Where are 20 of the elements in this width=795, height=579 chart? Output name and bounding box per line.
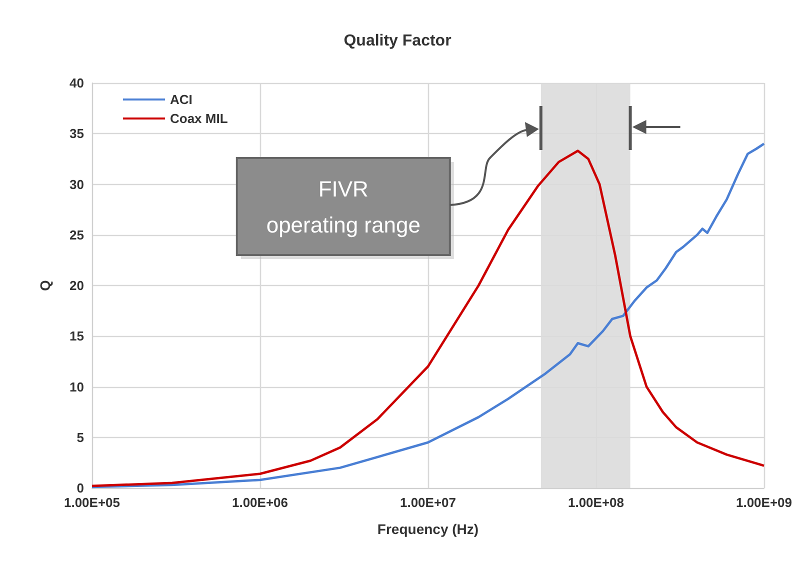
chart-title: Quality Factor: [344, 32, 452, 50]
annotation: FIVR operating range: [266, 176, 420, 238]
y-tick-label: 0: [76, 480, 84, 496]
x-axis-title: Frequency (Hz): [377, 521, 479, 537]
y-axis-title: Q: [37, 280, 53, 291]
y-tick-label: 30: [70, 176, 84, 192]
y-tick-label: 15: [70, 328, 84, 344]
legend-label: ACI: [170, 92, 192, 107]
y-tick-label: 5: [76, 430, 84, 445]
y-tick-label: 35: [70, 126, 84, 142]
y-tick-label: 10: [70, 379, 84, 394]
x-tick-label: 1.00E+07: [400, 495, 456, 510]
x-tick-label: 1.00E+08: [568, 495, 624, 510]
y-tick-label: 25: [70, 227, 84, 242]
x-tick-label: 1.00E+05: [64, 495, 120, 510]
y-tick-label: 20: [70, 278, 84, 293]
legend-label: Coax MIL: [170, 111, 228, 126]
x-tick-label: 1.00E+09: [736, 495, 792, 510]
y-tick-label: 40: [70, 76, 84, 90]
x-tick-label: 1.00E+06: [232, 495, 288, 510]
